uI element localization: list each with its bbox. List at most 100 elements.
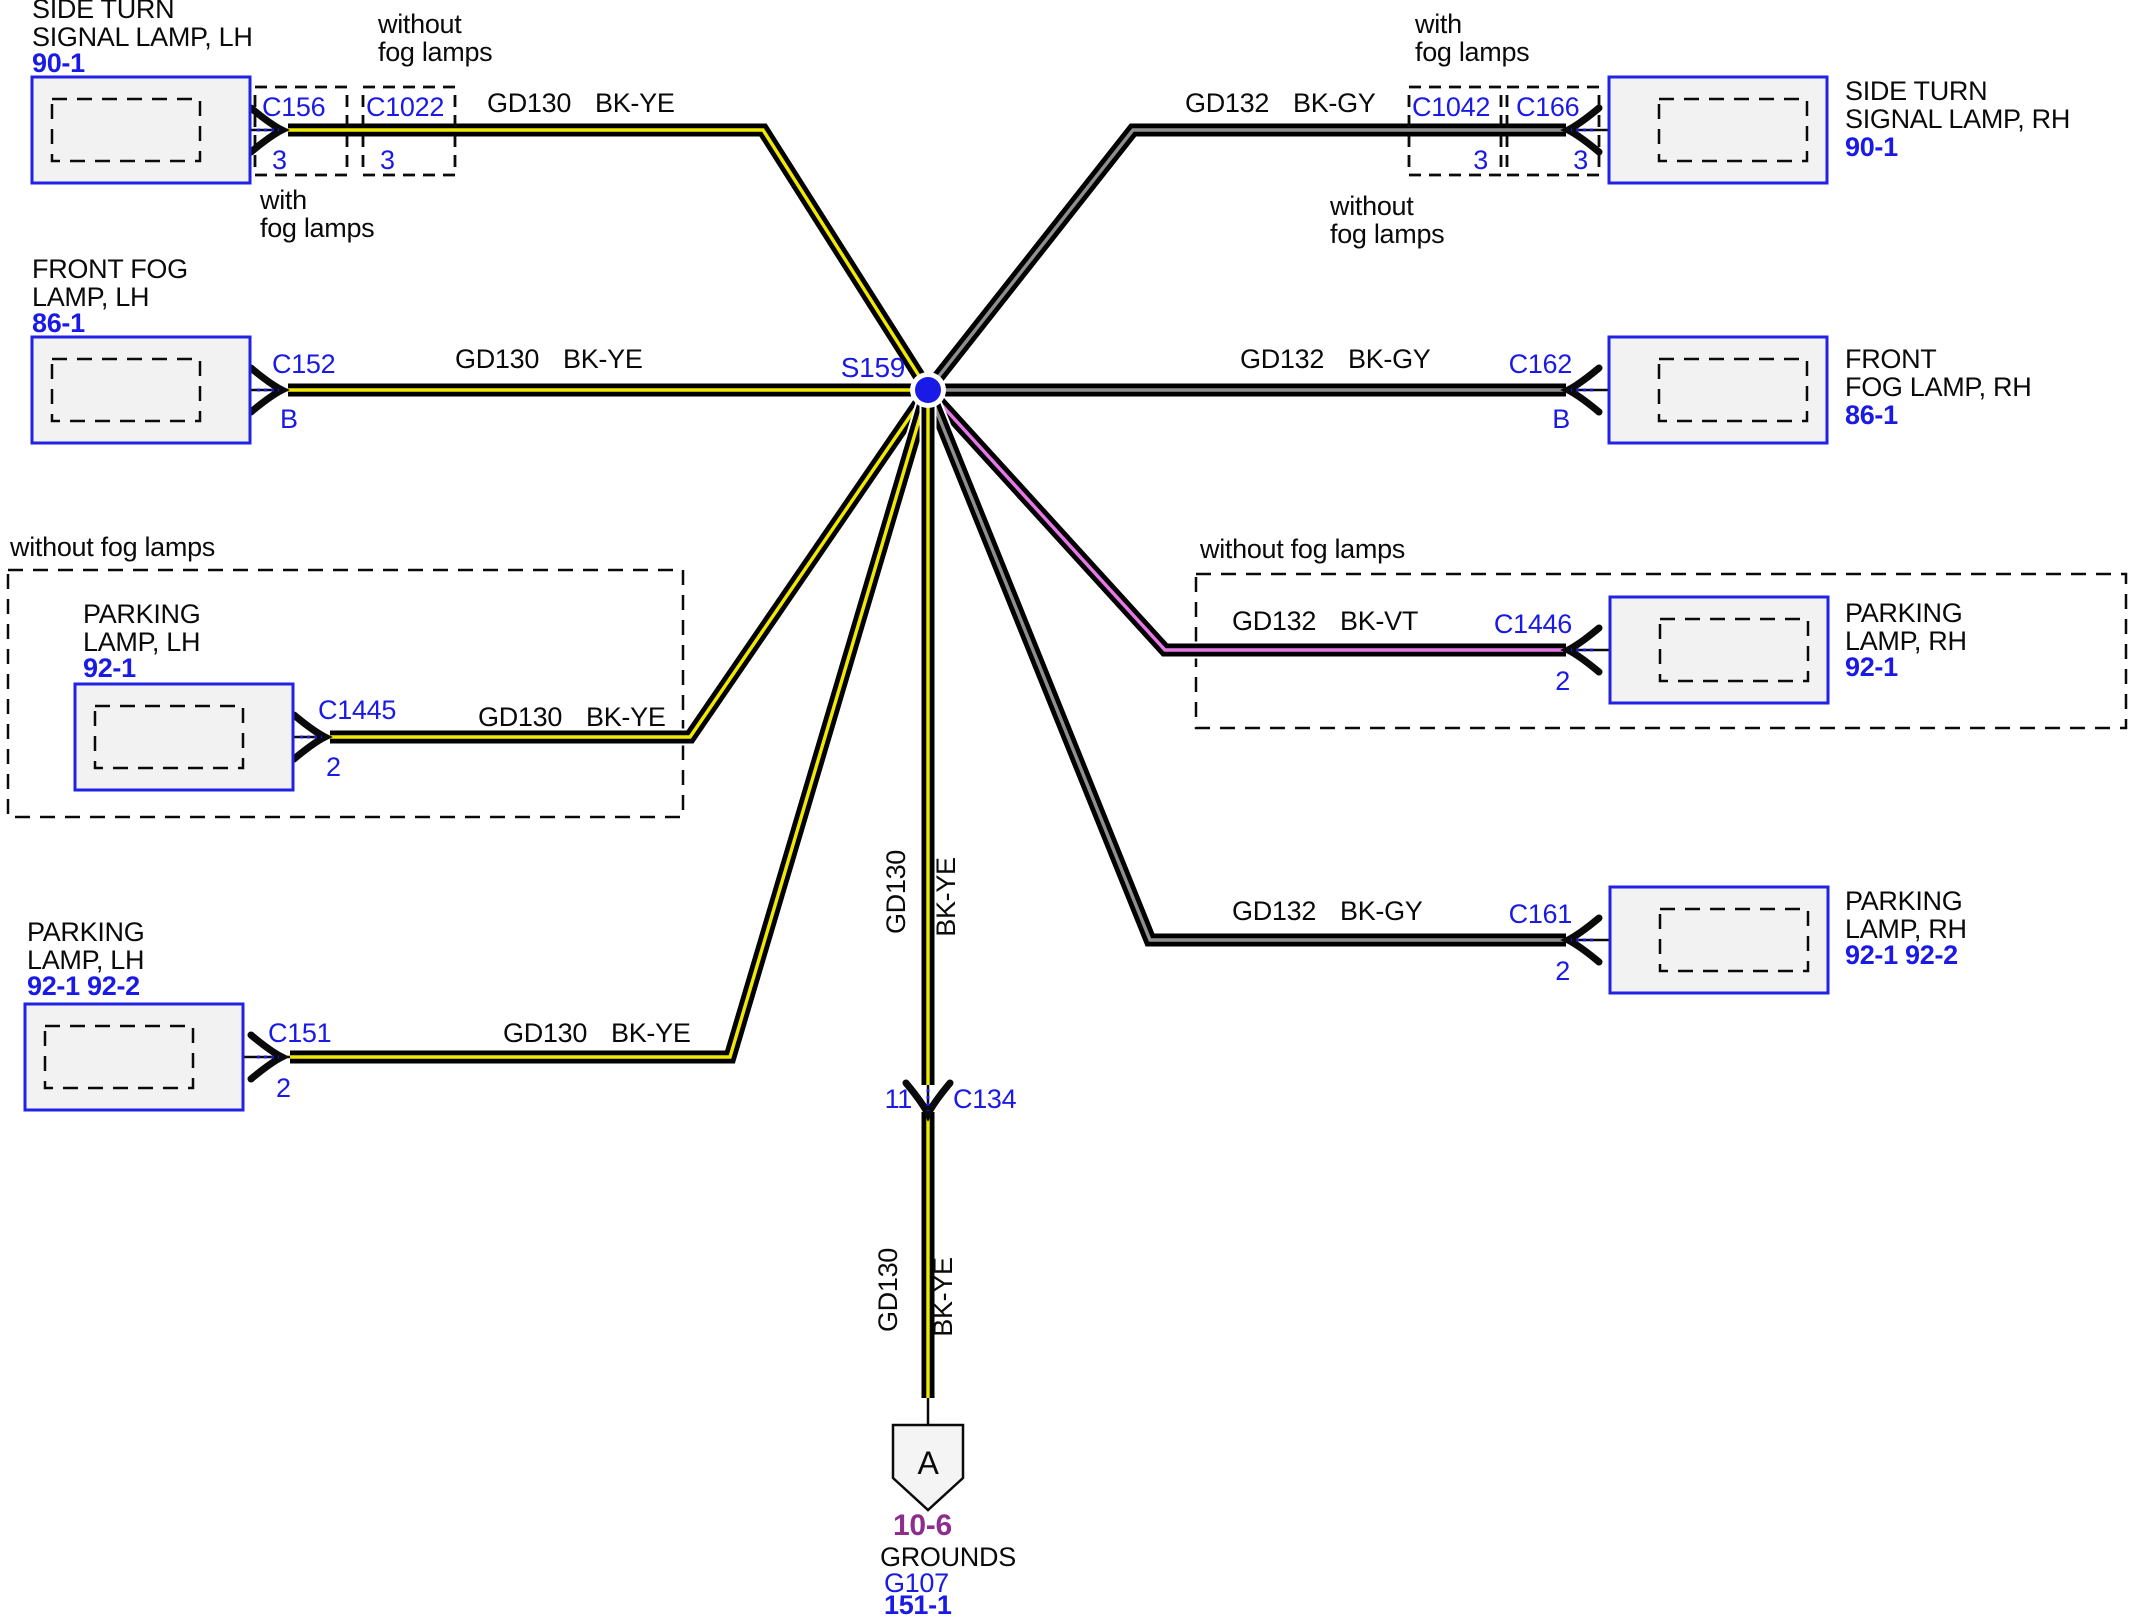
svg-text:BK-GY: BK-GY [1293, 88, 1376, 118]
svg-text:FOG LAMP, RH: FOG LAMP, RH [1845, 372, 2031, 402]
svg-text:C1445: C1445 [318, 695, 396, 725]
ground-page-ref: 10-6 [893, 1509, 952, 1542]
region-without-fog-lamps-lh [6, 568, 685, 819]
connector-box-c156 [253, 85, 349, 177]
connector-c166: C166 3 [1516, 92, 1588, 175]
svg-text:fog lamps: fog lamps [1415, 37, 1529, 67]
wire-label-gd132-parking-nofog-rh: GD132 BK-VT [1232, 606, 1418, 636]
svg-text:C1042: C1042 [1412, 92, 1490, 122]
label-parking-nofog-lh: PARKING LAMP, LH 92-1 [83, 599, 201, 683]
region-note-without-fog-rh: without fog lamps [1199, 534, 1405, 564]
connector-box-c1022 [361, 85, 457, 177]
region-without-fog-lamps-rh [1194, 572, 2128, 730]
ground-terminal-symbol: A [891, 1423, 965, 1512]
ground-reference: 10-6 GROUNDS G107 151-1 [880, 1509, 1016, 1617]
ground-id: G107 [884, 1568, 949, 1598]
region-note-without-fog-lh: without fog lamps [9, 532, 215, 562]
svg-text:C134: C134 [953, 1084, 1017, 1114]
pin-number: B [1552, 404, 1570, 434]
wire-label-gd130-parking-lh: GD130 BK-YE [503, 1018, 691, 1048]
svg-text:C161: C161 [1509, 899, 1572, 929]
connector-c1042: C1042 3 [1412, 92, 1490, 175]
svg-text:GD130: GD130 [503, 1018, 587, 1048]
page-ref: 90-1 [32, 48, 85, 78]
svg-text:FRONT: FRONT [1845, 344, 1936, 374]
wire-label-gd132-parking-rh: GD132 BK-GY [1232, 896, 1423, 926]
svg-text:SIDE TURN: SIDE TURN [32, 0, 174, 24]
svg-text:GD130: GD130 [455, 344, 539, 374]
svg-text:GD132: GD132 [1185, 88, 1269, 118]
svg-text:SIDE TURN: SIDE TURN [1845, 76, 1987, 106]
svg-text:BK-YE: BK-YE [595, 88, 675, 118]
svg-text:SIGNAL LAMP, RH: SIGNAL LAMP, RH [1845, 104, 2070, 134]
svg-text:A: A [917, 1445, 939, 1481]
svg-text:C162: C162 [1509, 349, 1572, 379]
svg-text:without: without [1329, 191, 1414, 221]
connector-c1022: C1022 3 [366, 92, 444, 175]
pin-number: 3 [1473, 145, 1488, 175]
svg-text:PARKING: PARKING [83, 599, 200, 629]
wire-label-ground-upper: GD130 BK-YE [881, 850, 961, 937]
svg-text:BK-VT: BK-VT [1340, 606, 1418, 636]
page-ref: 86-1 [32, 308, 85, 338]
connector-c162: C162 B [1509, 349, 1573, 434]
svg-text:C1022: C1022 [366, 92, 444, 122]
wire-label-gd132-front-fog-rh: GD132 BK-GY [1240, 344, 1431, 374]
pin-number: 3 [272, 145, 287, 175]
svg-text:BK-GY: BK-GY [1340, 896, 1423, 926]
wire-label-ground-lower: GD130 BK-YE [873, 1248, 958, 1337]
page-ref: 92-1 92-2 [27, 971, 140, 1001]
note-with-fog-top-left: with fog lamps [259, 185, 375, 243]
wire-label-gd132-side-turn-rh: GD132 BK-GY [1185, 88, 1376, 118]
svg-text:fog lamps: fog lamps [378, 37, 492, 67]
svg-text:SIGNAL LAMP, LH: SIGNAL LAMP, LH [32, 22, 253, 52]
svg-text:GD132: GD132 [1232, 896, 1316, 926]
pin-number: B [280, 404, 298, 434]
connector-c152: C152 B [272, 349, 336, 434]
label-side-turn-lh: SIDE TURN SIGNAL LAMP, LH 90-1 [32, 0, 253, 78]
pin-number: 2 [1555, 956, 1570, 986]
svg-text:LAMP, RH: LAMP, RH [1845, 914, 1967, 944]
wire-label-gd130-front-fog-lh: GD130 BK-YE [455, 344, 643, 374]
label-side-turn-rh: SIDE TURN SIGNAL LAMP, RH 90-1 [1845, 76, 2070, 162]
component-parking-rh [1608, 885, 1830, 995]
component-parking-lh [23, 1002, 245, 1112]
connector-c151: C151 2 [268, 1018, 332, 1103]
connector-c1445: C1445 2 [318, 695, 396, 782]
connector-box-c1042 [1407, 85, 1503, 177]
label-parking-lh: PARKING LAMP, LH 92-1 92-2 [27, 917, 145, 1001]
svg-text:BK-YE: BK-YE [928, 1257, 958, 1337]
component-parking-nofog-lh [73, 682, 295, 792]
connector-c156: C156 3 [262, 92, 326, 175]
wire-label-gd130-parking-nofog-lh: GD130 BK-YE [478, 702, 666, 732]
svg-text:LAMP, LH: LAMP, LH [32, 282, 149, 312]
note-with-fog-top-right: with fog lamps [1414, 9, 1530, 67]
note-without-fog-top-left: without fog lamps [377, 9, 493, 67]
connector-c134: 11 C134 [885, 1084, 1017, 1114]
ground-page-ref2: 151-1 [884, 1590, 952, 1617]
svg-text:GD130: GD130 [881, 850, 911, 934]
page-ref: 86-1 [1845, 400, 1898, 430]
svg-text:C151: C151 [268, 1018, 331, 1048]
svg-text:without: without [377, 9, 462, 39]
svg-text:with: with [259, 185, 307, 215]
pin-number: 11 [885, 1084, 912, 1114]
ground-pentagon-icon [891, 1423, 965, 1512]
component-front-fog-lh [30, 335, 252, 445]
component-front-fog-rh [1607, 335, 1829, 445]
svg-text:C166: C166 [1516, 92, 1579, 122]
pin-number: 3 [1573, 145, 1588, 175]
svg-text:PARKING: PARKING [27, 917, 144, 947]
svg-text:fog lamps: fog lamps [260, 213, 374, 243]
pin-number: 2 [326, 752, 341, 782]
svg-text:PARKING: PARKING [1845, 598, 1962, 628]
component-side-turn-rh [1607, 75, 1829, 185]
svg-text:BK-YE: BK-YE [563, 344, 643, 374]
pin-number: 3 [380, 145, 395, 175]
svg-text:BK-YE: BK-YE [586, 702, 666, 732]
svg-text:PARKING: PARKING [1845, 886, 1962, 916]
splice-label: S159 [841, 352, 905, 383]
svg-text:BK-GY: BK-GY [1348, 344, 1431, 374]
